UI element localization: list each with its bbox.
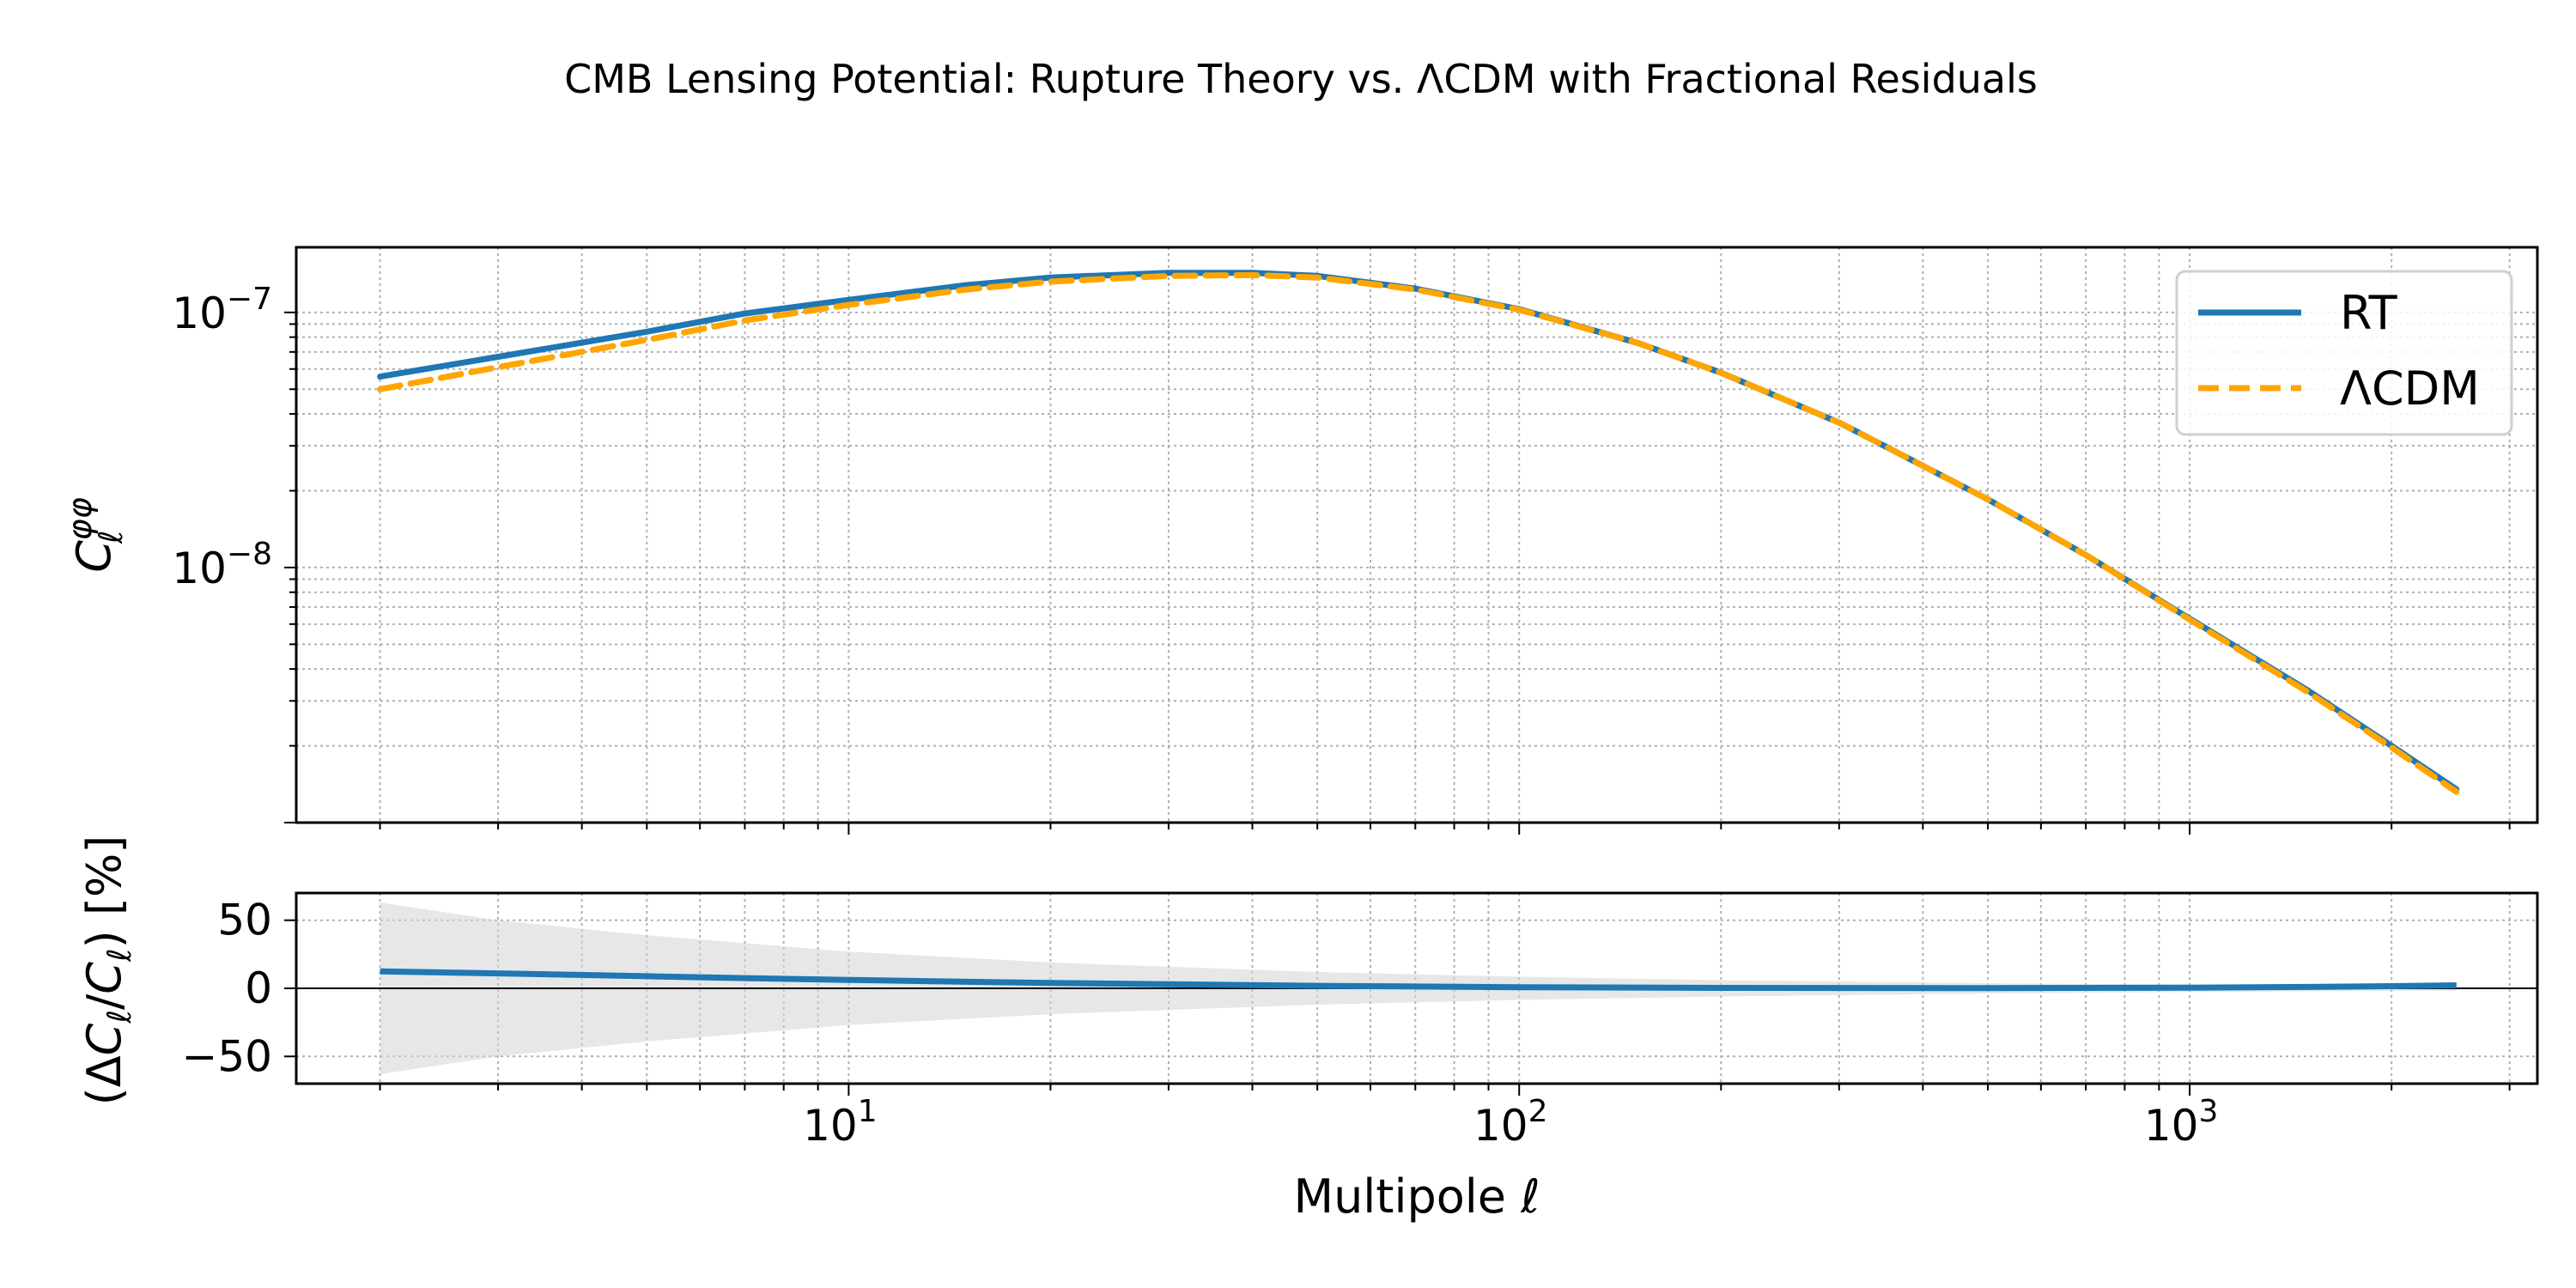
top-y-axis-label: Cℓφφ	[61, 497, 130, 573]
bottom-ticks: 101 102 103 50 0 −50	[181, 896, 2511, 1151]
residual-line	[380, 968, 2457, 992]
top-axes-frame	[295, 246, 2539, 824]
top-y-tick-label: 10−8	[172, 537, 272, 593]
legend-label-rt: RT	[2340, 286, 2398, 340]
top-ticks: 10−8 10−7	[172, 282, 2511, 835]
legend-label-lcdm: ΛCDM	[2340, 361, 2480, 416]
x-axis-label: Multipole ℓ	[1293, 1170, 1540, 1224]
bottom-y-tick-label: 0	[245, 963, 272, 1013]
legend: RT ΛCDM	[2175, 270, 2513, 436]
bottom-panel: 101 102 103 50 0 −50 (ΔCℓ/Cℓ) [%] Multipole ℓ	[77, 835, 2539, 1224]
top-panel: 10−8 10−7 Cℓφφ RT ΛCDM	[61, 246, 2539, 835]
x-tick-label: 102	[1473, 1094, 1548, 1151]
bottom-y-axis-label: (ΔCℓ/Cℓ) [%]	[77, 835, 138, 1106]
series-line-rt	[377, 270, 2460, 793]
x-tick-label: 101	[803, 1094, 878, 1151]
top-grid	[296, 247, 2537, 823]
x-tick-label: 103	[2144, 1094, 2219, 1151]
top-y-tick-label: 10−7	[172, 282, 272, 338]
bottom-series	[380, 968, 2457, 992]
chart-title: CMB Lensing Potential: Rupture Theory vs…	[564, 56, 2038, 102]
series-line-lcdm	[377, 271, 2460, 795]
top-series	[377, 270, 2460, 795]
bottom-y-tick-label: 50	[217, 896, 272, 945]
bottom-y-tick-label: −50	[181, 1031, 272, 1081]
